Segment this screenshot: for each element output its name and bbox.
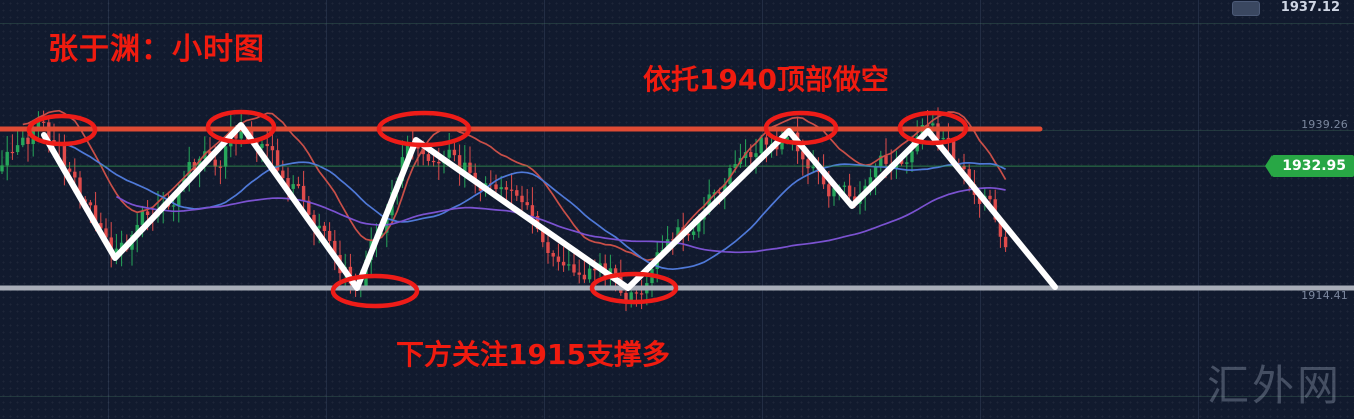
- ma-mid-line: [64, 142, 1006, 271]
- ma-fast-line: [22, 109, 1007, 262]
- markup-ellipse-resistance-2[interactable]: [205, 109, 277, 145]
- ma-slow-line: [115, 186, 1006, 254]
- quote-chip-icon: [1232, 1, 1260, 16]
- axis-label-upper: 1939.26: [1301, 118, 1348, 131]
- markup-ellipse-resistance-4[interactable]: [763, 110, 839, 146]
- white-projection-path[interactable]: [41, 122, 1058, 291]
- annotation-title: 张于渊：小时图: [48, 32, 265, 67]
- axis-label-lower: 1914.41: [1301, 289, 1348, 302]
- markup-ellipse-resistance-1[interactable]: [26, 113, 98, 147]
- annotation-short-setup: 依托1940顶部做空: [643, 63, 889, 96]
- markup-ellipse-support-6[interactable]: [330, 273, 420, 309]
- markup-ellipse-resistance-5[interactable]: [897, 110, 969, 146]
- markup-ellipse-resistance-3[interactable]: [376, 110, 472, 148]
- top-quote-value: 1937.12: [1280, 0, 1340, 15]
- annotation-long-setup: 下方关注1915支撑多: [396, 338, 670, 371]
- current-price-badge[interactable]: 1932.95: [1265, 155, 1354, 177]
- site-watermark: 汇外网: [1206, 361, 1342, 410]
- markup-ellipse-support-7[interactable]: [589, 271, 679, 305]
